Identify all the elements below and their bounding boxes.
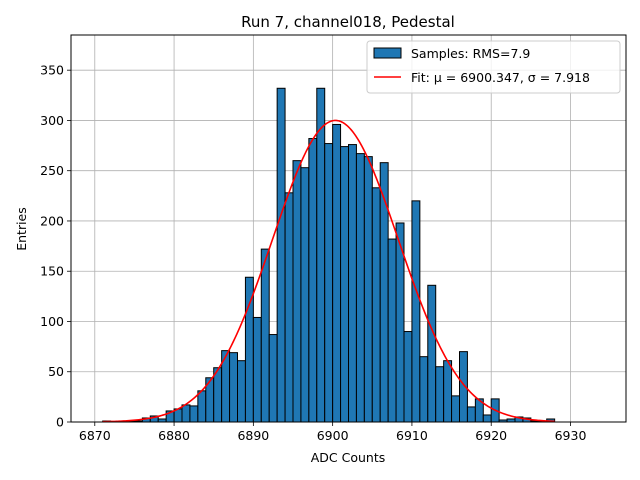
histogram-bar bbox=[316, 87, 326, 423]
x-tick-label: 6890 bbox=[237, 428, 269, 443]
histogram-bar bbox=[237, 360, 246, 423]
histogram-bar bbox=[443, 360, 453, 423]
y-tick-label: 150 bbox=[40, 264, 64, 279]
y-tick-label: 200 bbox=[40, 213, 64, 228]
histogram-bar bbox=[340, 146, 350, 423]
histogram-bar bbox=[348, 144, 357, 423]
histogram-bar bbox=[435, 366, 445, 423]
histogram-bar bbox=[292, 160, 302, 423]
histogram-bar bbox=[379, 162, 389, 423]
legend-label-fit: Fit: μ = 6900.347, σ = 7.918 bbox=[411, 70, 590, 85]
histogram-bar bbox=[363, 156, 373, 423]
histogram-bar bbox=[268, 334, 278, 423]
histogram-bar bbox=[260, 248, 270, 423]
y-axis-label: Entries bbox=[14, 207, 29, 251]
x-axis-label: ADC Counts bbox=[311, 450, 386, 465]
x-tick-label: 6900 bbox=[317, 428, 349, 443]
histogram-bar bbox=[300, 167, 310, 423]
x-tick-label: 6910 bbox=[396, 428, 428, 443]
histogram-bar bbox=[451, 395, 461, 423]
histogram-bar bbox=[419, 356, 429, 423]
plot-frame bbox=[70, 34, 627, 423]
histogram-bar bbox=[482, 414, 492, 423]
legend-label-histogram: Samples: RMS=7.9 bbox=[411, 46, 530, 61]
fit-curve bbox=[102, 119, 555, 423]
legend-box bbox=[366, 40, 621, 94]
y-tick-label: 100 bbox=[40, 314, 64, 329]
histogram-bar bbox=[213, 367, 223, 423]
histogram-bar bbox=[324, 143, 334, 423]
histogram-bar bbox=[427, 284, 437, 423]
x-axis-ticks: 6870 6880 6890 6900 6910 6920 6930 bbox=[79, 422, 587, 443]
x-tick-label: 6880 bbox=[158, 428, 190, 443]
histogram-bar bbox=[403, 331, 413, 423]
histogram-bar bbox=[181, 404, 191, 423]
legend: Samples: RMS=7.9 Fit: μ = 6900.347, σ = … bbox=[366, 40, 621, 94]
histogram-bar bbox=[252, 316, 262, 423]
histogram-bar bbox=[308, 138, 318, 423]
y-axis-ticks: 0 50 100 150 200 250 300 350 bbox=[40, 63, 71, 430]
x-tick-label: 6870 bbox=[79, 428, 111, 443]
histogram-bar bbox=[387, 238, 397, 423]
y-tick-label: 300 bbox=[40, 113, 64, 128]
histogram-bar bbox=[411, 200, 421, 423]
histogram-bar bbox=[276, 87, 286, 423]
x-tick-label: 6920 bbox=[475, 428, 507, 443]
histogram-bar bbox=[466, 406, 476, 423]
y-tick-label: 0 bbox=[56, 415, 64, 430]
histogram-bar bbox=[355, 153, 365, 423]
x-tick-label: 6930 bbox=[555, 428, 587, 443]
chart-title: Run 7, channel018, Pedestal bbox=[241, 13, 455, 31]
y-tick-label: 50 bbox=[48, 364, 64, 379]
histogram-bar bbox=[284, 192, 294, 423]
y-tick-label: 350 bbox=[40, 63, 64, 78]
legend-swatch-histogram bbox=[373, 47, 402, 59]
histogram-bar bbox=[332, 123, 342, 423]
histogram-bars bbox=[102, 87, 556, 423]
histogram-bar bbox=[229, 352, 238, 423]
histogram-bar bbox=[189, 405, 199, 423]
y-tick-label: 250 bbox=[40, 163, 64, 178]
histogram-bar bbox=[197, 390, 207, 423]
histogram-bar bbox=[371, 187, 381, 423]
